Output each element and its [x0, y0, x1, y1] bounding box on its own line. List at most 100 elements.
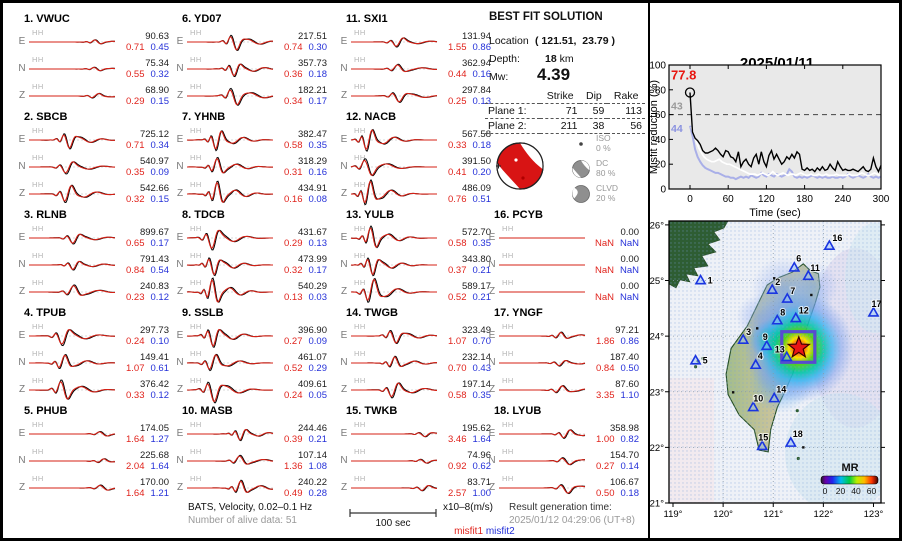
trace-values: 473.99 0.32 0.17 — [275, 254, 329, 276]
trace-svg — [187, 63, 274, 78]
station-title: 2. SBCB — [24, 111, 68, 123]
trace-values: 83.71 2.57 1.00 — [439, 477, 493, 499]
channel-label: Z — [18, 286, 26, 297]
band-code-label: HH — [32, 126, 44, 135]
waveform-trace: HH — [186, 322, 275, 349]
channel-label: N — [18, 259, 26, 270]
misfit2-value: 0.43 — [472, 362, 492, 374]
channel-label: Z — [488, 286, 496, 297]
misfit2-value: 0.28 — [308, 487, 328, 499]
band-code-label: HH — [32, 251, 44, 260]
trace-svg — [29, 39, 116, 45]
trace-values: 396.90 0.27 0.09 — [275, 325, 329, 347]
depth-value: 18 — [545, 53, 557, 65]
trace-values: 362.94 0.44 0.16 — [439, 58, 493, 80]
moment-decomposition-legend: ISO 0 % DC 80 % CLVD 20 % — [571, 131, 618, 206]
station-title: 10. MASB — [182, 405, 233, 417]
trace-values: 240.83 0.23 0.12 — [117, 281, 171, 303]
misfit2-value: 0.12 — [150, 291, 170, 303]
misfit1-value: 0.35 — [126, 166, 145, 178]
peak-amplitude: 376.42 — [139, 378, 169, 390]
misfit1-value: 0.24 — [126, 335, 145, 347]
misfit1-value: 0.65 — [126, 237, 145, 249]
band-code-label: HH — [32, 278, 44, 287]
channel-row-N: N HH 473.99 0.32 0.17 — [173, 251, 329, 278]
svg-text:100: 100 — [650, 61, 666, 72]
peak-amplitude: 149.41 — [139, 351, 169, 363]
map-station-marker-10 — [747, 400, 760, 412]
map-station-marker-2 — [766, 283, 779, 294]
band-code-label: HH — [354, 278, 366, 287]
map-station-label: 14 — [776, 384, 786, 394]
misfit2-value: 0.70 — [472, 335, 492, 347]
misfit2-value: 0.45 — [150, 41, 170, 53]
map-station-label: 1 — [708, 276, 713, 286]
channel-row-E: E HH 97.21 1.86 0.86 — [485, 322, 641, 349]
map-station-marker-17 — [867, 306, 880, 317]
misfit1-value: 0.25 — [448, 95, 467, 107]
svg-text:40: 40 — [655, 135, 667, 146]
misfit1-value: 3.35 — [596, 389, 615, 401]
band-code-label: HH — [502, 251, 514, 260]
peak-amplitude: 68.90 — [145, 84, 169, 96]
trace-values: 75.34 0.55 0.32 — [117, 58, 171, 80]
waveform-trace: HH — [187, 180, 275, 207]
peak-amplitude: 542.66 — [139, 182, 169, 194]
waveform-trace: HH — [499, 322, 587, 349]
channel-row-E: E HH 725.12 0.71 0.34 — [15, 126, 171, 153]
misfit2-value: 0.50 — [620, 362, 640, 374]
misfit2-value: 0.32 — [150, 68, 170, 80]
location-value: ( 121.51, 23.79 ) — [535, 35, 615, 47]
trace-svg — [351, 431, 438, 438]
misfit2-value: NaN — [619, 291, 639, 303]
misfit2-value: 0.18 — [620, 487, 640, 499]
station-title: 17. YNGF — [494, 307, 543, 319]
peak-amplitude: 323.49 — [461, 324, 491, 336]
station-title: 5. PHUB — [24, 405, 68, 417]
iso-icon — [579, 141, 583, 146]
channel-row-Z: Z HH 240.83 0.23 0.12 — [15, 278, 171, 305]
channel-label: E — [340, 36, 348, 47]
waveform-trace: HH — [187, 153, 275, 180]
channel-label: E — [340, 134, 348, 145]
trace-values: 540.29 0.13 0.03 — [275, 281, 329, 303]
channel-row-Z: Z HH 542.66 0.32 0.15 — [15, 180, 171, 207]
peak-amplitude: 357.73 — [297, 57, 327, 69]
trace-svg — [187, 454, 274, 465]
misfit1-value: 0.92 — [448, 460, 467, 472]
peak-amplitude: 791.43 — [139, 253, 169, 265]
result-time-label: Result generation time: — [509, 502, 612, 513]
station-title: 3. RLNB — [24, 209, 67, 221]
waveform-trace: HH — [29, 251, 117, 278]
band-code-label: HH — [32, 224, 44, 233]
channel-row-E: E HH 174.05 1.64 1.27 — [15, 420, 171, 447]
peak-amplitude: 87.60 — [615, 378, 639, 390]
waveform-trace: HH — [186, 224, 275, 251]
peak-amplitude: 97.21 — [615, 324, 639, 336]
map-station-label: 6 — [796, 254, 801, 264]
trace-values: 409.61 0.24 0.05 — [275, 379, 329, 401]
channel-row-Z: Z HH 240.22 0.49 0.28 — [173, 474, 329, 501]
peak-amplitude: 75.34 — [145, 57, 169, 69]
channel-label: Z — [176, 384, 184, 395]
trace-svg — [29, 329, 115, 347]
trace-svg — [29, 184, 116, 204]
band-code-label: HH — [354, 82, 366, 91]
misfit1-value: 0.33 — [448, 139, 467, 151]
waveform-trace: HH — [499, 420, 587, 447]
trace-values: 225.68 2.04 1.64 — [117, 450, 171, 472]
peak-amplitude: 170.00 — [139, 476, 169, 488]
peak-amplitude: 217.51 — [297, 30, 327, 42]
misfit1-value: 1.86 — [596, 335, 615, 347]
map-station-marker-9 — [760, 339, 773, 351]
misfit2-value: 0.15 — [150, 95, 170, 107]
misfit1-value: 0.84 — [126, 264, 145, 276]
peak-amplitude: 83.71 — [467, 476, 491, 488]
trace-svg — [187, 34, 273, 52]
channel-row-N: N HH 225.68 2.04 1.64 — [15, 447, 171, 474]
trace-values: 182.21 0.34 0.17 — [275, 85, 329, 107]
svg-text:25°: 25° — [650, 276, 664, 287]
trace-values: 232.14 0.70 0.43 — [439, 352, 493, 374]
